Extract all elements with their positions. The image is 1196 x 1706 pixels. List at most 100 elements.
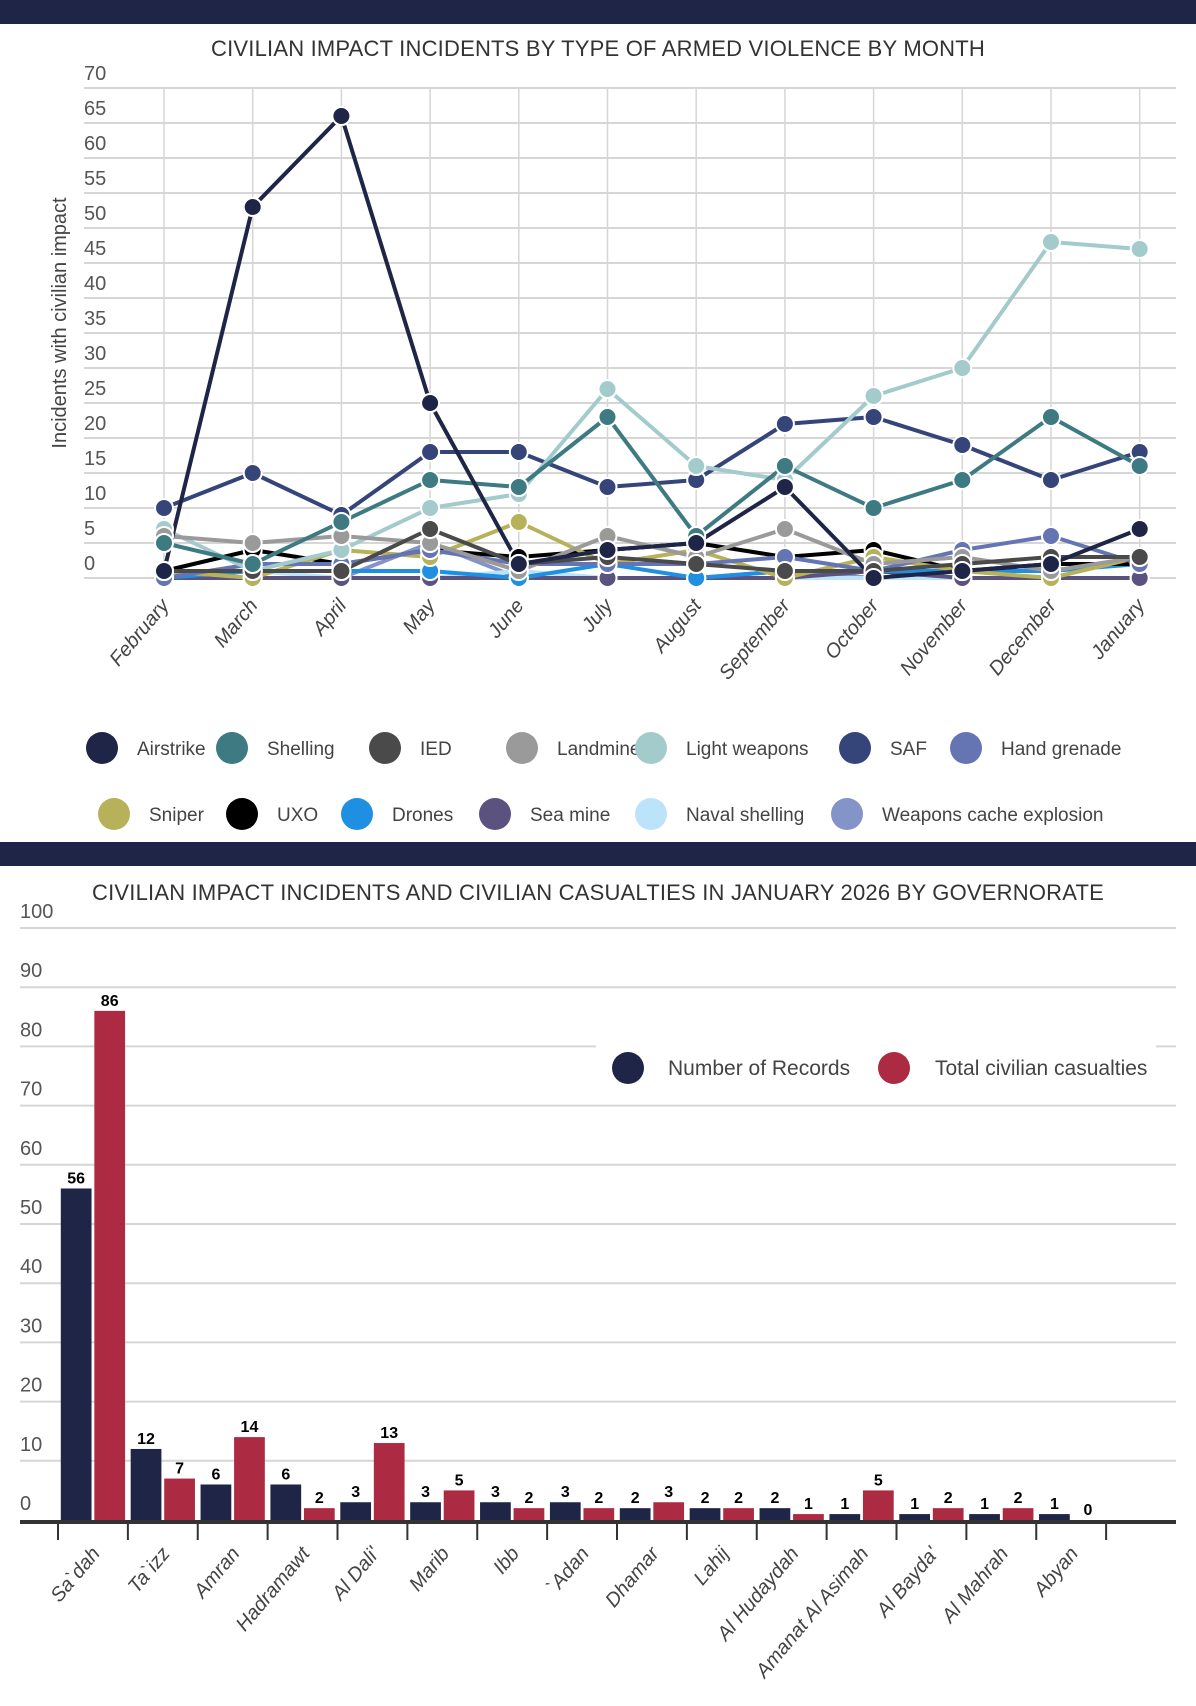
- data-point: [863, 498, 884, 518]
- y-tick-label: 10: [84, 483, 106, 505]
- legend-marker-airstrike: [86, 732, 118, 764]
- bar-value-label: 2: [734, 1490, 743, 1507]
- data-point: [952, 561, 973, 581]
- x-tick-label: June: [483, 595, 528, 643]
- bar-value-label: 56: [67, 1170, 85, 1187]
- y-tick-label: 70: [84, 63, 106, 85]
- data-point: [508, 554, 529, 574]
- legend-label: Drones: [392, 805, 453, 826]
- x-tick-label: November: [896, 594, 973, 680]
- legend-label: Landmine: [557, 739, 640, 760]
- data-point: [508, 477, 529, 497]
- data-point: [1041, 470, 1061, 490]
- data-point: [1041, 526, 1061, 546]
- y-tick-label: 70: [20, 1079, 42, 1101]
- legend-marker-sea-mine: [479, 798, 511, 830]
- legend-marker-casualties: [878, 1052, 910, 1084]
- data-point: [242, 463, 263, 483]
- x-tick-label: Dhamar: [601, 1542, 664, 1612]
- x-tick-label: Ta`izz: [124, 1543, 175, 1597]
- bar-casualties: [443, 1490, 475, 1520]
- y-tick-label: 40: [84, 273, 106, 295]
- y-tick-label: 20: [84, 413, 106, 435]
- x-tick-label: Hadramawt: [232, 1542, 316, 1636]
- bar-value-label: 7: [175, 1461, 184, 1478]
- data-point: [686, 533, 707, 553]
- data-point: [1041, 232, 1061, 252]
- bar-value-label: 12: [137, 1431, 155, 1448]
- bar-records: [829, 1514, 861, 1520]
- data-point: [863, 386, 884, 406]
- x-tick-label: October: [821, 594, 884, 664]
- bar-chart-title: CIVILIAN IMPACT INCIDENTS AND CIVILIAN C…: [92, 880, 1104, 905]
- bar-value-label: 3: [561, 1484, 570, 1501]
- legend-label: IED: [420, 739, 452, 760]
- data-point: [242, 197, 263, 217]
- legend-marker-shelling: [216, 732, 248, 764]
- bar-value-label: 2: [770, 1490, 779, 1507]
- legend-marker-sniper: [98, 798, 130, 830]
- bar-records: [340, 1502, 372, 1520]
- y-tick-label: 5: [84, 518, 95, 540]
- x-tick-label: May: [399, 594, 441, 638]
- data-point: [774, 519, 795, 539]
- y-tick-label: 20: [20, 1375, 42, 1397]
- y-tick-label: 80: [20, 1019, 42, 1041]
- bar-value-label: 2: [594, 1490, 603, 1507]
- y-tick-label: 10: [20, 1434, 42, 1456]
- legend-label: Airstrike: [137, 739, 206, 760]
- series-line-airstrike: [162, 114, 1141, 580]
- series-line-saf: [163, 415, 1141, 517]
- bar-casualties: [932, 1508, 964, 1520]
- header-band: [0, 0, 1196, 24]
- data-point: [952, 470, 973, 490]
- y-tick-label: 45: [84, 238, 106, 260]
- data-point: [774, 456, 795, 476]
- x-tick-label: Marib: [405, 1543, 454, 1595]
- legend-label: Naval shelling: [686, 805, 804, 826]
- bar-value-label: 2: [944, 1490, 953, 1507]
- x-tick-label: February: [106, 594, 175, 670]
- y-tick-label: 0: [20, 1493, 31, 1515]
- data-point: [420, 519, 441, 539]
- data-point: [242, 533, 263, 553]
- y-tick-label: 35: [84, 308, 106, 330]
- y-tick-label: 0: [84, 553, 95, 575]
- data-point: [1129, 456, 1150, 476]
- data-point: [242, 554, 263, 574]
- y-axis-title: Incidents with civilian impact: [49, 197, 71, 449]
- bar-casualties: [653, 1502, 685, 1520]
- bar-casualties: [793, 1514, 824, 1520]
- data-point: [154, 533, 174, 553]
- y-tick-label: 65: [84, 98, 106, 120]
- data-point: [1129, 239, 1150, 259]
- bar-value-label: 14: [241, 1419, 259, 1436]
- data-point: [952, 358, 973, 378]
- y-tick-label: 100: [20, 901, 53, 923]
- data-point: [420, 498, 441, 518]
- legend-label: Sea mine: [530, 805, 610, 826]
- bar-value-label: 1: [910, 1496, 919, 1513]
- legend-label: Total civilian casualties: [935, 1057, 1147, 1080]
- y-tick-label: 50: [20, 1197, 42, 1219]
- data-point: [420, 442, 441, 462]
- data-point: [508, 442, 529, 462]
- y-tick-label: 30: [20, 1315, 42, 1337]
- data-point: [420, 470, 441, 490]
- bar-records: [480, 1502, 511, 1520]
- data-point: [420, 393, 441, 413]
- legend-marker-landmine: [506, 732, 538, 764]
- data-point: [331, 106, 352, 126]
- legend-marker-uxo: [226, 798, 258, 830]
- x-tick-label: Al Mahrah: [937, 1543, 1013, 1628]
- section-divider-band: [0, 842, 1196, 866]
- x-tick-label: Sa`dah: [46, 1543, 104, 1607]
- legend-label: Sniper: [149, 805, 205, 826]
- bar-value-label: 2: [631, 1490, 640, 1507]
- bar-casualties: [513, 1508, 545, 1520]
- y-tick-label: 60: [84, 133, 106, 155]
- data-point: [1129, 519, 1150, 539]
- data-point: [952, 435, 973, 455]
- series-line-light-weapons: [163, 240, 1140, 573]
- bar-casualties: [1002, 1508, 1034, 1520]
